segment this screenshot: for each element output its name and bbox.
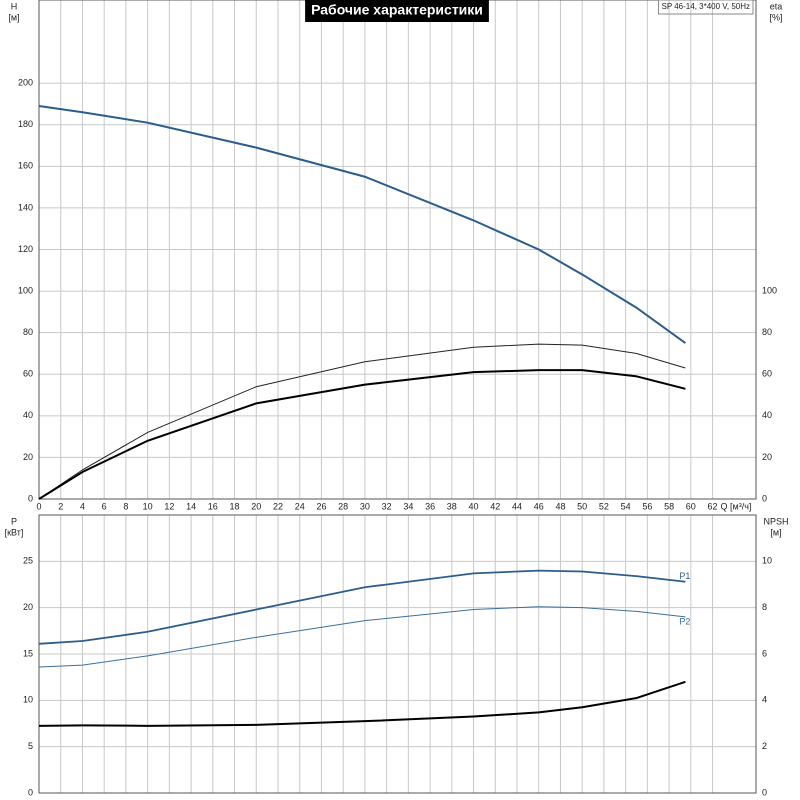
y-tick-label: 180 xyxy=(18,119,33,129)
x-tick-label: 0 xyxy=(36,501,41,511)
series-line xyxy=(38,343,686,500)
y-tick-label: 15 xyxy=(23,648,33,658)
x-tick-label: 46 xyxy=(534,501,544,511)
x-tick-label: 8 xyxy=(123,501,128,511)
plot-frame xyxy=(38,514,757,794)
x-tick-label: 54 xyxy=(621,501,631,511)
y-tick-label: 140 xyxy=(18,202,33,212)
y2-tick-label: 0 xyxy=(762,493,767,503)
y-tick-label: 25 xyxy=(23,556,33,566)
series-line xyxy=(38,680,686,727)
y2-tick-label: 20 xyxy=(762,452,772,462)
y-tick-label: 200 xyxy=(18,78,33,88)
y-tick-label: 80 xyxy=(23,327,33,337)
x-tick-label: 4 xyxy=(80,501,85,511)
series-label: P2 xyxy=(679,616,690,626)
x-tick-label: 40 xyxy=(469,501,479,511)
y2-axis-label: eta xyxy=(770,1,783,11)
y2-tick-label: 10 xyxy=(762,556,772,566)
model-label: SP 46-14, 3*400 V, 50Hz xyxy=(661,2,750,11)
x-tick-label: 28 xyxy=(338,501,348,511)
y2-tick-label: 60 xyxy=(762,369,772,379)
x-tick-label: 48 xyxy=(555,501,565,511)
series-label: P1 xyxy=(679,571,690,581)
y-tick-label: 10 xyxy=(23,695,33,705)
series-line xyxy=(38,606,686,668)
series-line xyxy=(38,369,686,500)
y-tick-label: 0 xyxy=(28,787,33,797)
x-tick-label: 22 xyxy=(273,501,283,511)
x-tick-label: 52 xyxy=(599,501,609,511)
x-tick-label: 2 xyxy=(58,501,63,511)
x-tick-label: 56 xyxy=(642,501,652,511)
x-tick-label: 10 xyxy=(143,501,153,511)
x-tick-label: 34 xyxy=(403,501,413,511)
y-tick-label: 60 xyxy=(23,369,33,379)
y-tick-label: 5 xyxy=(28,741,33,751)
x-tick-label: 12 xyxy=(164,501,174,511)
x-tick-label: 44 xyxy=(512,501,522,511)
plot-frame xyxy=(38,0,757,500)
y2-axis-label: [%] xyxy=(769,12,782,22)
x-tick-label: 20 xyxy=(251,501,261,511)
y2-tick-label: 0 xyxy=(762,787,767,797)
y2-tick-label: 40 xyxy=(762,410,772,420)
y-tick-label: 100 xyxy=(18,285,33,295)
x-tick-label: 36 xyxy=(425,501,435,511)
x-tick-label: 38 xyxy=(447,501,457,511)
series-line xyxy=(38,105,686,344)
y-axis-label: [кВт] xyxy=(5,527,24,537)
y-tick-label: 20 xyxy=(23,452,33,462)
model-box xyxy=(657,0,754,15)
x-tick-label: 6 xyxy=(102,501,107,511)
y2-tick-label: 4 xyxy=(762,695,767,705)
y2-tick-label: 80 xyxy=(762,327,772,337)
y2-tick-label: 6 xyxy=(762,648,767,658)
x-tick-label: 58 xyxy=(664,501,674,511)
title-box xyxy=(305,0,489,22)
chart-title: Рабочие характеристики xyxy=(311,2,483,18)
series-line xyxy=(38,569,686,645)
y-tick-label: 20 xyxy=(23,602,33,612)
x-tick-label: 30 xyxy=(360,501,370,511)
y2-tick-label: 8 xyxy=(762,602,767,612)
y-tick-label: 40 xyxy=(23,410,33,420)
x-tick-label: 60 xyxy=(686,501,696,511)
y-axis-label: [м] xyxy=(8,12,19,22)
x-axis-label: Q [м³/ч] xyxy=(721,501,752,511)
x-tick-label: 26 xyxy=(316,501,326,511)
y-axis-label: H xyxy=(11,1,18,11)
y-tick-label: 120 xyxy=(18,244,33,254)
x-tick-label: 62 xyxy=(708,501,718,511)
y2-tick-label: 100 xyxy=(762,285,777,295)
y2-tick-label: 2 xyxy=(762,741,767,751)
y-tick-label: 160 xyxy=(18,161,33,171)
y-axis-label: P xyxy=(11,516,17,526)
x-tick-label: 42 xyxy=(490,501,500,511)
x-tick-label: 18 xyxy=(230,501,240,511)
y-tick-label: 0 xyxy=(28,493,33,503)
y2-axis-label: NPSH xyxy=(763,516,788,526)
x-tick-label: 32 xyxy=(382,501,392,511)
x-tick-label: 24 xyxy=(295,501,305,511)
x-tick-label: 14 xyxy=(186,501,196,511)
y2-axis-label: [м] xyxy=(770,527,781,537)
x-tick-label: 16 xyxy=(208,501,218,511)
x-tick-label: 50 xyxy=(577,501,587,511)
